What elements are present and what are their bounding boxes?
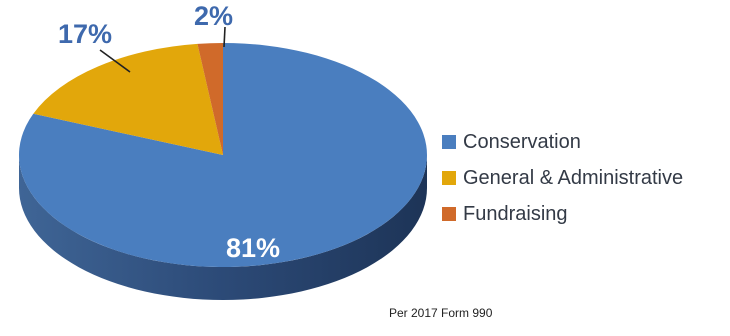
pie-top <box>18 43 428 267</box>
legend-swatch-conservation <box>442 135 456 149</box>
pie-labels: 2% 17% 81% <box>58 1 280 263</box>
slice-label-general-administrative: 17% <box>58 19 112 49</box>
source-note: Per 2017 Form 990 <box>389 306 493 320</box>
pie-side-extrusion <box>19 155 427 300</box>
legend-item-fundraising: Fundraising <box>442 196 683 232</box>
legend-label-general-administrative: General & Administrative <box>463 166 684 189</box>
slice-label-conservation: 81% <box>226 233 280 263</box>
legend-swatch-fundraising <box>442 207 456 221</box>
legend-item-conservation: Conservation <box>442 124 683 160</box>
leader-line-general-administrative <box>99 49 131 73</box>
legend-swatch-general-administrative <box>442 171 456 185</box>
legend-item-general-administrative: General & Administrative <box>442 160 683 196</box>
pie-slice-fundraising <box>197 43 223 155</box>
pie-leader-lines <box>99 26 226 73</box>
leader-line-fundraising <box>223 26 226 48</box>
legend-label-fundraising: Fundraising <box>463 202 568 225</box>
pie-slice-general-administrative <box>33 43 224 156</box>
pie-slice-conservation <box>18 43 428 267</box>
legend-label-conservation: Conservation <box>463 130 581 153</box>
slice-label-fundraising: 2% <box>194 1 233 31</box>
legend: Conservation General & Administrative Fu… <box>442 124 683 232</box>
pie-side-wall <box>19 155 427 300</box>
